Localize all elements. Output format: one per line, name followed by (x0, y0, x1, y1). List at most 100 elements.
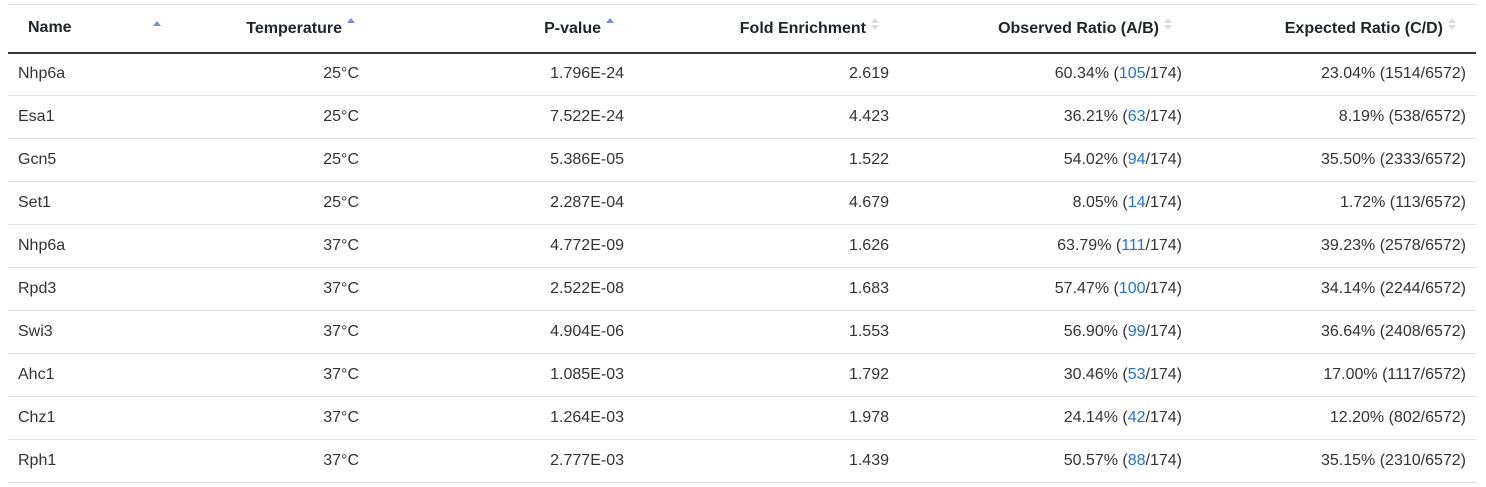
sort-asc-icon[interactable] (153, 21, 161, 33)
cell-observed-ratio: 57.47% (100/174) (899, 267, 1192, 311)
cell-fold-enrichment: 4.679 (634, 181, 899, 225)
observed-count-link[interactable]: 100 (1118, 280, 1146, 297)
table-row: Chz1 37°C 1.264E-03 1.978 24.14% (42/174) 12.… (8, 396, 1476, 440)
observed-total: /174) (1145, 108, 1182, 125)
observed-percent: 24.14% ( (1063, 409, 1128, 426)
observed-count-link[interactable]: 63 (1127, 108, 1146, 125)
cell-pvalue: 4.904E-06 (375, 310, 634, 354)
cell-temperature: 37°C (188, 439, 375, 483)
enrichment-table: Name Temperature P-value Fold Enrichment… (8, 4, 1476, 483)
column-header-label: Name (28, 19, 72, 37)
table-row: Nhp6a 25°C 1.796E-24 2.619 60.34% (105/174) 2… (8, 52, 1476, 96)
cell-expected-ratio: 34.14% (2244/6572) (1192, 267, 1476, 311)
cell-observed-ratio: 63.79% (111/174) (899, 224, 1192, 268)
cell-expected-ratio: 23.04% (1514/6572) (1192, 52, 1476, 96)
cell-pvalue: 1.264E-03 (375, 396, 634, 440)
observed-count-link[interactable]: 111 (1121, 237, 1146, 254)
cell-name: Nhp6a (8, 224, 188, 268)
column-header-fold-enrichment[interactable]: Fold Enrichment (634, 4, 899, 54)
observed-total: /174) (1145, 237, 1182, 254)
cell-expected-ratio: 1.72% (113/6572) (1192, 181, 1476, 225)
cell-observed-ratio: 50.57% (88/174) (899, 439, 1192, 483)
observed-percent: 60.34% ( (1054, 65, 1119, 83)
cell-name: Ahc1 (8, 353, 188, 397)
table-row: Esa1 25°C 7.522E-24 4.423 36.21% (63/174) 8.1… (8, 95, 1476, 139)
observed-percent: 50.57% ( (1063, 452, 1128, 469)
column-header-name[interactable]: Name (8, 4, 188, 54)
cell-name: Set1 (8, 181, 188, 225)
observed-total: /174) (1145, 65, 1182, 83)
cell-temperature: 37°C (188, 353, 375, 397)
cell-name: Esa1 (8, 95, 188, 139)
cell-observed-ratio: 8.05% (14/174) (899, 181, 1192, 225)
observed-count-link[interactable]: 99 (1127, 323, 1146, 340)
cell-fold-enrichment: 1.553 (634, 310, 899, 354)
column-header-temperature[interactable]: Temperature (188, 4, 375, 54)
observed-total: /174) (1145, 323, 1182, 340)
table-row: Rpd3 37°C 2.522E-08 1.683 57.47% (100/174) 34… (8, 267, 1476, 311)
observed-total: /174) (1145, 151, 1182, 168)
cell-expected-ratio: 39.23% (2578/6572) (1192, 224, 1476, 268)
table-row: Ahc1 37°C 1.085E-03 1.792 30.46% (53/174) 17.… (8, 353, 1476, 397)
cell-temperature: 37°C (188, 267, 375, 311)
observed-total: /174) (1145, 280, 1182, 297)
cell-pvalue: 1.796E-24 (375, 52, 634, 96)
cell-pvalue: 7.522E-24 (375, 95, 634, 139)
observed-total: /174) (1145, 409, 1182, 426)
header-row: Name Temperature P-value Fold Enrichment… (8, 4, 1476, 54)
column-header-label: Temperature (246, 20, 342, 38)
cell-temperature: 37°C (188, 224, 375, 268)
observed-percent: 56.90% ( (1063, 323, 1128, 340)
cell-temperature: 37°C (188, 310, 375, 354)
observed-percent: 30.46% ( (1063, 366, 1128, 383)
column-header-observed-ratio[interactable]: Observed Ratio (A/B) (899, 4, 1192, 54)
cell-fold-enrichment: 1.439 (634, 439, 899, 483)
observed-count-link[interactable]: 105 (1118, 65, 1146, 83)
cell-pvalue: 1.085E-03 (375, 353, 634, 397)
observed-count-link[interactable]: 53 (1127, 366, 1146, 383)
sort-asc-icon[interactable] (347, 18, 355, 30)
column-header-label: Expected Ratio (C/D) (1284, 20, 1443, 38)
table-header: Name Temperature P-value Fold Enrichment… (8, 4, 1476, 54)
observed-count-link[interactable]: 14 (1127, 194, 1146, 211)
table-row: Gcn5 25°C 5.386E-05 1.522 54.02% (94/174) 35.… (8, 138, 1476, 182)
cell-observed-ratio: 30.46% (53/174) (899, 353, 1192, 397)
cell-fold-enrichment: 1.683 (634, 267, 899, 311)
observed-count-link[interactable]: 94 (1127, 151, 1146, 168)
cell-expected-ratio: 12.20% (802/6572) (1192, 396, 1476, 440)
cell-observed-ratio: 60.34% (105/174) (899, 52, 1192, 96)
cell-temperature: 37°C (188, 396, 375, 440)
sort-neutral-icon[interactable] (871, 18, 879, 31)
observed-percent: 57.47% ( (1054, 280, 1119, 297)
observed-total: /174) (1145, 452, 1182, 469)
column-header-expected-ratio[interactable]: Expected Ratio (C/D) (1192, 4, 1476, 54)
column-header-pvalue[interactable]: P-value (375, 4, 634, 54)
cell-name: Rph1 (8, 439, 188, 483)
cell-pvalue: 4.772E-09 (375, 224, 634, 268)
table-row: Set1 25°C 2.287E-04 4.679 8.05% (14/174) 1.72… (8, 181, 1476, 225)
column-header-label: Observed Ratio (A/B) (998, 20, 1159, 38)
observed-count-link[interactable]: 42 (1127, 409, 1146, 426)
cell-pvalue: 2.287E-04 (375, 181, 634, 225)
cell-expected-ratio: 35.50% (2333/6572) (1192, 138, 1476, 182)
table-row: Swi3 37°C 4.904E-06 1.553 56.90% (99/174) 36.… (8, 310, 1476, 354)
cell-expected-ratio: 8.19% (538/6572) (1192, 95, 1476, 139)
sort-neutral-icon[interactable] (1164, 18, 1172, 31)
sort-neutral-icon[interactable] (1448, 18, 1456, 31)
cell-pvalue: 2.777E-03 (375, 439, 634, 483)
cell-observed-ratio: 56.90% (99/174) (899, 310, 1192, 354)
cell-name: Rpd3 (8, 267, 188, 311)
cell-fold-enrichment: 1.522 (634, 138, 899, 182)
cell-observed-ratio: 24.14% (42/174) (899, 396, 1192, 440)
cell-temperature: 25°C (188, 52, 375, 96)
cell-temperature: 25°C (188, 181, 375, 225)
cell-fold-enrichment: 4.423 (634, 95, 899, 139)
sort-asc-icon[interactable] (606, 18, 614, 30)
table-row: Nhp6a 37°C 4.772E-09 1.626 63.79% (111/174) 3… (8, 224, 1476, 268)
observed-count-link[interactable]: 88 (1127, 452, 1146, 469)
observed-percent: 54.02% ( (1063, 151, 1128, 168)
observed-percent: 36.21% ( (1063, 108, 1128, 125)
cell-observed-ratio: 36.21% (63/174) (899, 95, 1192, 139)
results-table-container: Name Temperature P-value Fold Enrichment… (8, 4, 1476, 483)
column-header-label: P-value (544, 20, 601, 38)
